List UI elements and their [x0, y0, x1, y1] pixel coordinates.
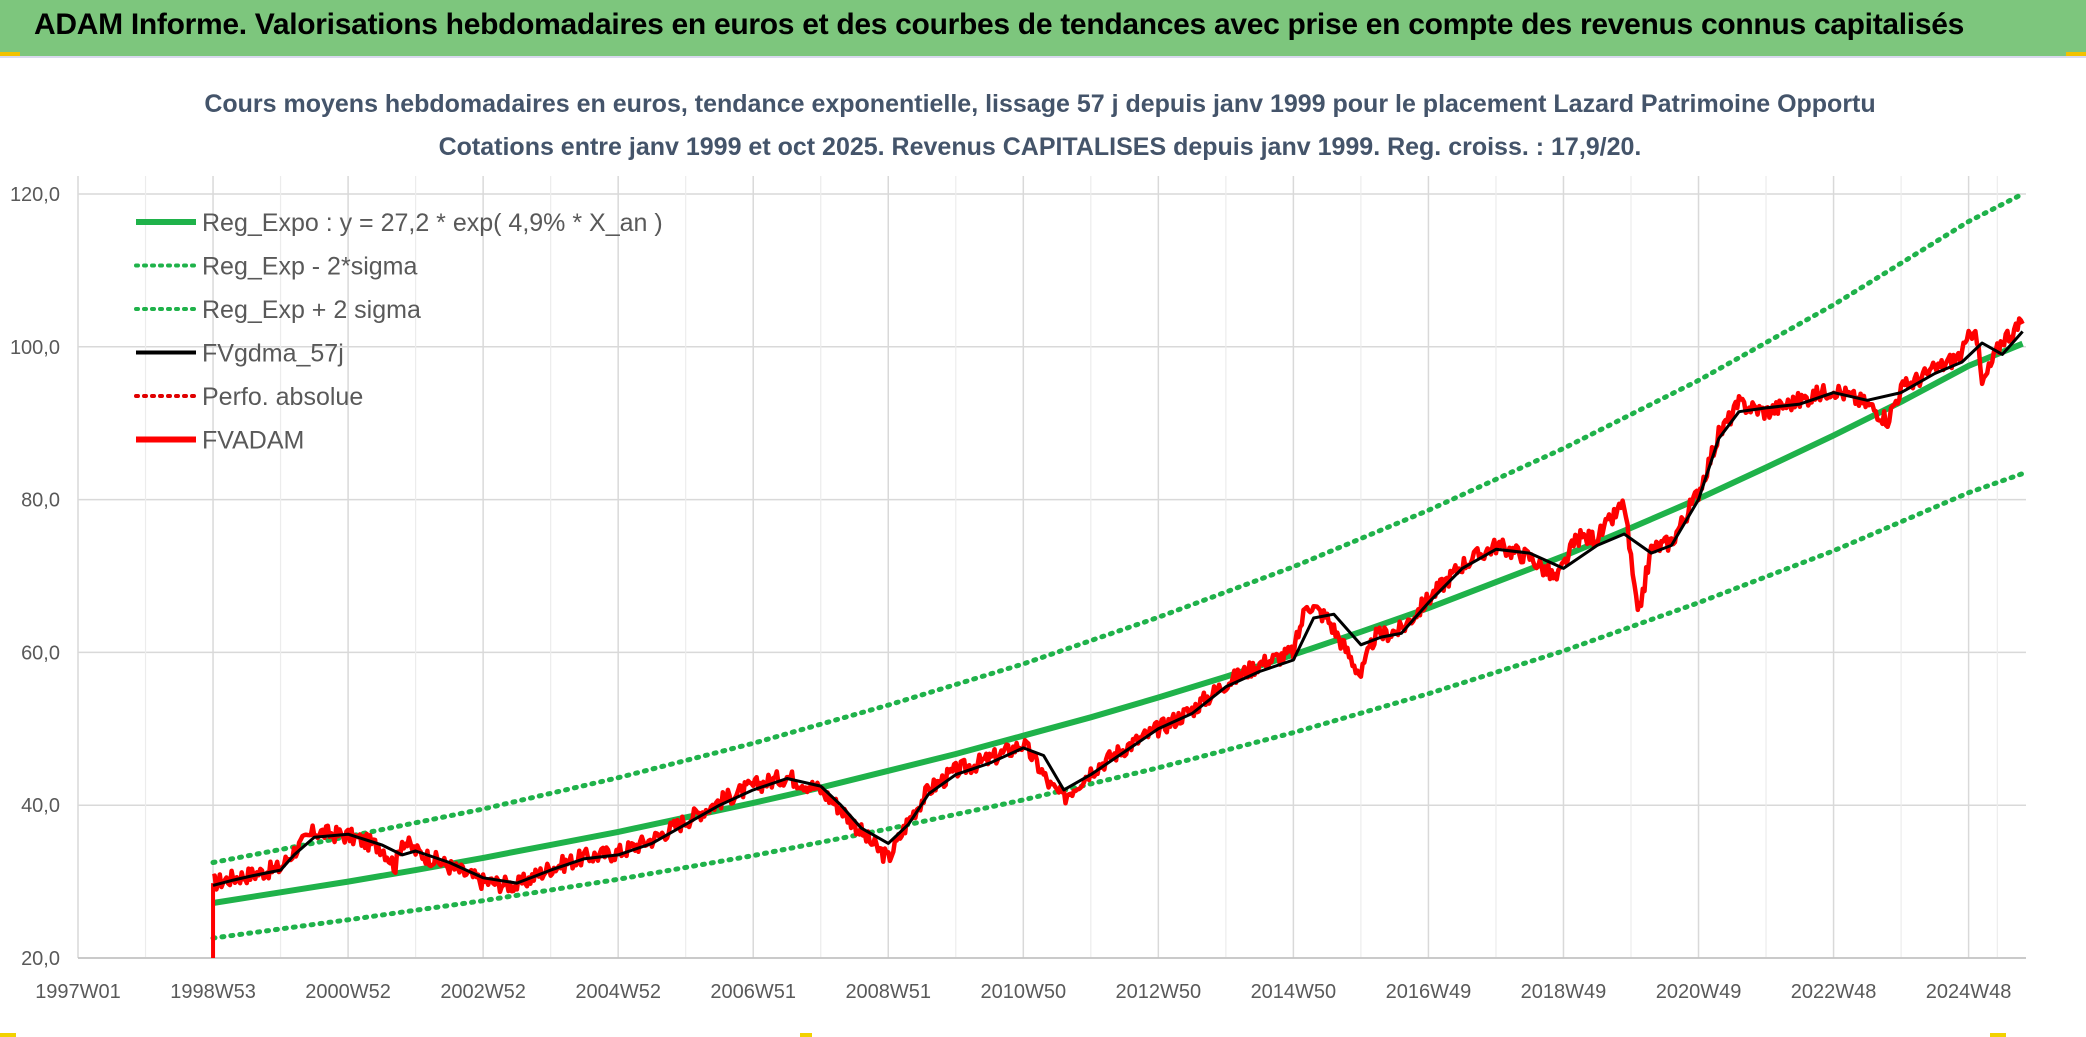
- grid-layer: [77, 176, 2026, 959]
- chart-subtitle: Cotations entre janv 1999 et oct 2025. R…: [439, 133, 1642, 161]
- series-layer: [210, 191, 2026, 958]
- header-bar: [0, 0, 2086, 56]
- x-tick-label: 1998W53: [170, 981, 256, 1003]
- corner-mark-right: [2066, 52, 2086, 57]
- x-tick-label: 2014W50: [1251, 981, 1337, 1003]
- chart-title: Cours moyens hebdomadaires en euros, ten…: [204, 90, 1875, 118]
- x-tick-label: 2000W52: [305, 981, 391, 1003]
- x-tick-label: 2022W48: [1791, 981, 1877, 1003]
- x-tick-label: 2010W50: [980, 981, 1066, 1003]
- frame-line: [0, 56, 2086, 58]
- y-tick-label: 60,0: [21, 642, 60, 664]
- y-tick-label: 20,0: [21, 948, 60, 970]
- bottom-mark-right: [1990, 1033, 2006, 1037]
- legend-label: FVgdma_57j: [202, 340, 344, 368]
- x-tick-label: 2004W52: [575, 981, 661, 1003]
- legend-label: Reg_Expo : y = 27,2 * exp( 4,9% * X_an ): [202, 209, 663, 237]
- x-tick-label: 2024W48: [1926, 981, 2012, 1003]
- y-tick-label: 40,0: [21, 795, 60, 817]
- bottom-mark-left: [0, 1033, 16, 1037]
- legend-label: FVADAM: [202, 427, 304, 455]
- series-reg-exp-minus-2sigma: [210, 471, 2026, 941]
- report-title: ADAM Informe. Valorisations hebdomadaire…: [34, 8, 1965, 41]
- legend: Reg_Expo : y = 27,2 * exp( 4,9% * X_an )…: [134, 209, 663, 455]
- x-tick-label: 2016W49: [1386, 981, 1472, 1003]
- legend-label: Reg_Exp - 2*sigma: [202, 253, 417, 281]
- y-tick-label: 80,0: [21, 490, 60, 512]
- x-tick-label: 2018W49: [1521, 981, 1607, 1003]
- legend-label: Perfo. absolue: [202, 383, 363, 411]
- x-tick-label: 2008W51: [845, 981, 931, 1003]
- x-tick-label: 2012W50: [1116, 981, 1202, 1003]
- series-reg-exp-plus-2sigma: [210, 191, 2026, 865]
- x-tick-label: 1997W01: [35, 981, 121, 1003]
- legend-label: Reg_Exp + 2 sigma: [202, 296, 421, 324]
- y-tick-label: 120,0: [10, 184, 60, 206]
- x-tick-label: 2002W52: [440, 981, 526, 1003]
- corner-mark-left: [0, 52, 20, 57]
- bottom-mark-mid: [800, 1033, 812, 1037]
- series-reg-expo: [212, 340, 2024, 906]
- series-fvadam: [211, 316, 2025, 895]
- y-tick-label: 100,0: [10, 337, 60, 359]
- x-tick-label: 2006W51: [710, 981, 796, 1003]
- series-fvgdma-57j: [212, 330, 2024, 887]
- axis-layer: 20,0 40,0 60,0 80,0 100,0 120,0 1997W01 1998W53…: [10, 184, 2026, 1003]
- x-tick-label: 2020W49: [1656, 981, 1742, 1003]
